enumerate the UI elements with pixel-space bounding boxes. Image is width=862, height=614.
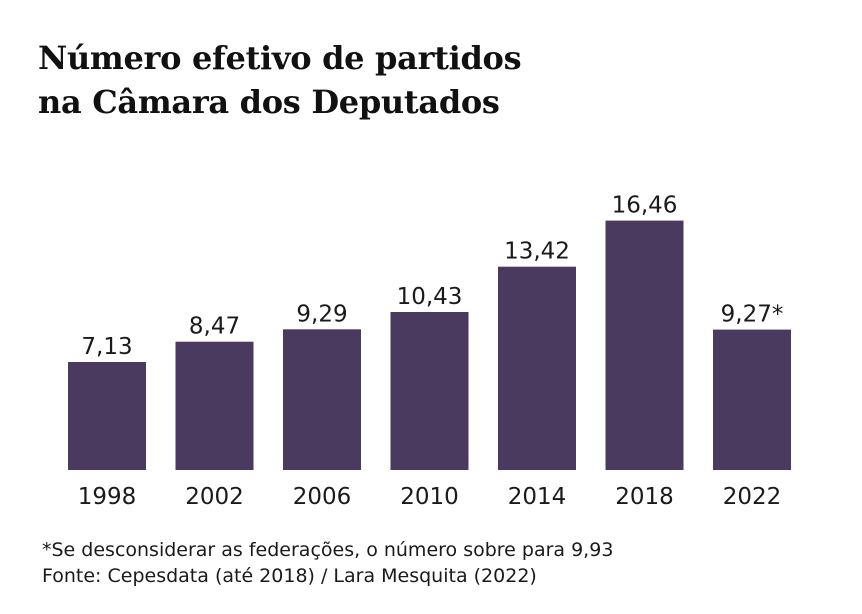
value-label-2018: 16,46 bbox=[612, 193, 678, 219]
value-label-1998: 7,13 bbox=[81, 334, 132, 360]
x-tick-2006: 2006 bbox=[293, 484, 352, 510]
value-label-2006: 9,29 bbox=[296, 301, 347, 327]
chart-title-line-1: Número efetivo de partidos bbox=[38, 39, 522, 77]
bar-2002 bbox=[175, 341, 254, 470]
bar-2014 bbox=[498, 266, 576, 470]
value-label-2010: 10,43 bbox=[397, 284, 463, 310]
bars-group bbox=[68, 220, 791, 470]
chart-title-line-2: na Câmara dos Deputados bbox=[38, 83, 500, 121]
bar-1998 bbox=[68, 362, 146, 470]
x-tick-2002: 2002 bbox=[185, 484, 244, 510]
bar-2022 bbox=[713, 329, 791, 470]
value-label-2002: 8,47 bbox=[189, 314, 240, 340]
footnote-text: *Se desconsiderar as federações, o númer… bbox=[42, 539, 614, 561]
x-tick-2010: 2010 bbox=[400, 484, 459, 510]
value-label-2014: 13,42 bbox=[504, 239, 570, 265]
bar-2006 bbox=[283, 329, 361, 470]
value-label-2022: 9,27* bbox=[721, 302, 784, 328]
bar-2010 bbox=[390, 312, 469, 470]
x-tick-2018: 2018 bbox=[615, 484, 674, 510]
x-tick-2014: 2014 bbox=[508, 484, 567, 510]
chart-title: Número efetivo de partidos na Câmara dos… bbox=[38, 36, 522, 124]
x-tick-2022: 2022 bbox=[723, 484, 782, 510]
bar-2018 bbox=[605, 220, 684, 470]
value-labels-group: 7,13 8,47 9,29 10,43 13,42 16,46 9,27* bbox=[81, 193, 783, 360]
source-text: Fonte: Cepesdata (até 2018) / Lara Mesqu… bbox=[42, 565, 537, 587]
x-axis-tick-labels: 1998 2002 2006 2010 2014 2018 2022 bbox=[78, 484, 782, 510]
chart-notes: *Se desconsiderar as federações, o númer… bbox=[42, 537, 613, 589]
x-tick-1998: 1998 bbox=[78, 484, 137, 510]
